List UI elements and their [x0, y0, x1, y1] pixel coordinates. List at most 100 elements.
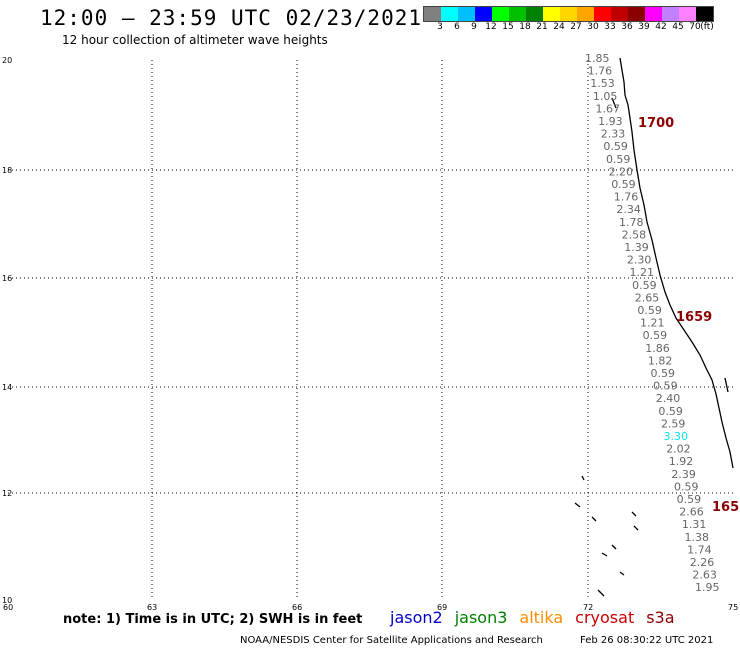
island-outline: [611, 97, 617, 109]
map-title: 12:00 – 23:59 UTC 02/23/2021: [40, 6, 423, 30]
swh-reading: 1.82: [648, 354, 673, 367]
swh-reading: 0.59: [603, 140, 628, 153]
swh-reading: 2.59: [661, 417, 686, 430]
legend-value: 12: [485, 22, 497, 32]
legend-swatch: [492, 7, 509, 21]
swh-reading: 0.59: [674, 480, 699, 493]
legend-value: 21: [536, 22, 548, 32]
legend-value: 42: [655, 22, 667, 32]
latitude-tick-label: 16: [2, 274, 12, 283]
swh-reading: 1.76: [588, 65, 613, 78]
island-outline: [591, 516, 597, 522]
legend-swatch: [611, 7, 628, 21]
swh-reading: 2.34: [616, 203, 641, 216]
latitude-tick-label: 14: [2, 383, 12, 392]
legend-value: 30: [587, 22, 599, 32]
island-outline: [601, 552, 608, 557]
pass-time-label: 1700: [638, 116, 674, 131]
legend-value: 36: [621, 22, 633, 32]
swh-reading: 2.33: [601, 128, 626, 141]
legend-swatch: [560, 7, 577, 21]
pass-time-label: 165: [712, 500, 739, 515]
legend-swatch: [441, 7, 458, 21]
lat-lon-grid: [8, 60, 733, 600]
legend-value: 70: [689, 22, 701, 32]
legend-value: 24: [553, 22, 565, 32]
swh-reading: 3.30: [664, 430, 689, 443]
legend-swatch: [628, 7, 645, 21]
swh-reading: 2.26: [690, 556, 715, 569]
legend-swatch: [509, 7, 526, 21]
longitude-tick-label: 60: [3, 603, 13, 612]
satellite-jason2: jason2: [390, 608, 443, 627]
swh-reading: 0.59: [643, 329, 668, 342]
swh-reading: 2.20: [609, 165, 634, 178]
created-timestamp: Feb 26 08:30:22 UTC 2021: [580, 635, 714, 646]
swh-reading: 2.65: [635, 291, 660, 304]
footer-note: note: 1) Time is in UTC; 2) SWH is in fe…: [63, 612, 363, 627]
legend-swatch: [458, 7, 475, 21]
legend-value: 15: [502, 22, 514, 32]
satellite-s3a: s3a: [646, 608, 675, 627]
swh-reading: 1.38: [685, 531, 710, 544]
pass-time-label: 1659: [676, 310, 712, 325]
island-outline: [611, 544, 617, 550]
swh-reading: 2.39: [671, 468, 696, 481]
swh-reading: 0.59: [650, 367, 675, 380]
swh-reading: 0.59: [658, 405, 683, 418]
swh-reading: 2.66: [679, 506, 704, 519]
swh-reading: 1.74: [687, 543, 712, 556]
swh-reading: 0.59: [611, 178, 636, 191]
legend-swatch: [475, 7, 492, 21]
swh-reading: 1.21: [640, 317, 665, 330]
legend-value: 45: [672, 22, 684, 32]
legend-swatch: [696, 7, 713, 21]
swh-reading: 0.59: [637, 304, 662, 317]
swh-reading: 1.05: [593, 90, 618, 103]
legend-value: 6: [454, 22, 460, 32]
swh-reading: 1.92: [669, 455, 694, 468]
swh-reading: 2.30: [627, 254, 652, 267]
swh-reading: 1.53: [590, 77, 615, 90]
color-scale-legend: [423, 6, 714, 22]
island-outline: [574, 502, 581, 508]
swh-reading: 1.78: [619, 216, 644, 229]
swh-reading: 2.58: [622, 228, 647, 241]
longitude-tick-label: 63: [147, 603, 157, 612]
legend-swatch: [543, 7, 560, 21]
legend-value: 3: [437, 22, 443, 32]
island-outline: [633, 525, 639, 531]
island-outline: [581, 475, 585, 481]
swh-reading: 0.59: [632, 279, 657, 292]
swh-reading: 2.40: [656, 392, 681, 405]
swh-reading: 1.85: [585, 52, 610, 65]
legend-value: 18: [519, 22, 531, 32]
swh-reading: 0.59: [677, 493, 702, 506]
legend-value: 39: [638, 22, 650, 32]
coastline-path: [619, 57, 734, 469]
satellite-cryosat: cryosat: [575, 608, 635, 627]
swh-reading: 2.02: [666, 443, 691, 456]
longitude-tick-label: 75: [728, 603, 738, 612]
satellite-legend: jason2 jason3 altika cryosat s3a: [390, 608, 675, 627]
swh-reading: 0.59: [606, 153, 631, 166]
island-outline: [724, 377, 729, 393]
legend-value: 33: [604, 22, 616, 32]
satellite-jason3: jason3: [454, 608, 508, 627]
satellite-altika: altika: [519, 608, 564, 627]
longitude-tick-label: 72: [583, 603, 593, 612]
latitude-tick-label: 20: [2, 56, 12, 65]
swh-reading: 1.93: [598, 115, 623, 128]
legend-unit: (ft): [700, 22, 714, 32]
legend-swatch: [679, 7, 696, 21]
swh-reading: 1.67: [595, 102, 620, 115]
legend-value: 27: [570, 22, 582, 32]
swh-reading: 2.63: [692, 569, 717, 582]
swh-reading: 1.21: [630, 266, 655, 279]
swh-reading: 1.86: [645, 342, 670, 355]
credit-text: NOAA/NESDIS Center for Satellite Applica…: [240, 635, 543, 646]
swh-reading: 1.31: [682, 518, 707, 531]
legend-swatch: [526, 7, 543, 21]
